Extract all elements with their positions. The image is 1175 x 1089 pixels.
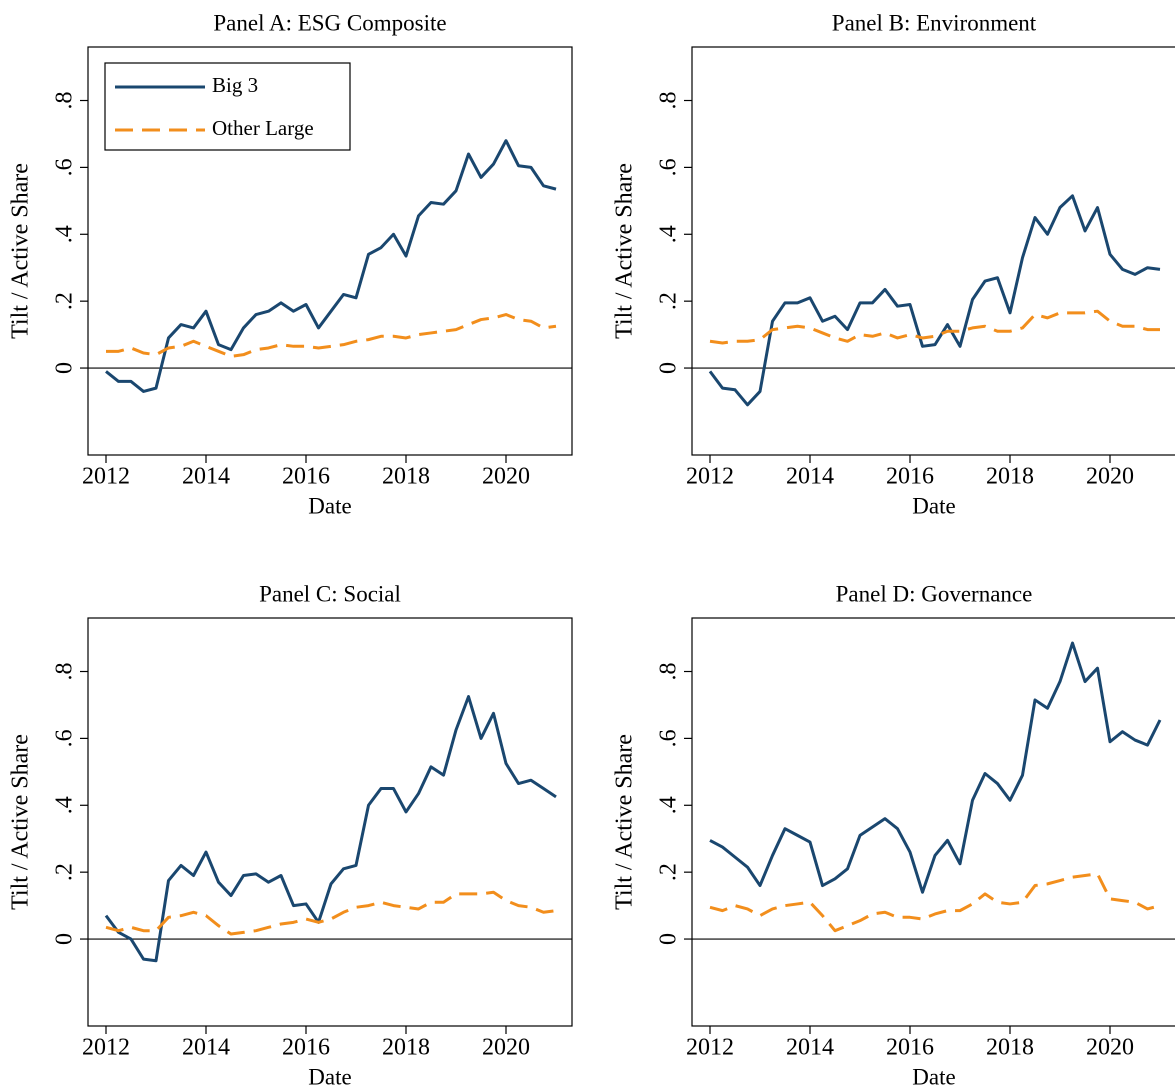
x-axis-title: Date bbox=[308, 493, 351, 518]
y-tick-label: .2 bbox=[52, 863, 78, 881]
x-tick-label: 2018 bbox=[986, 464, 1034, 490]
y-tick-label: .8 bbox=[52, 92, 78, 110]
x-tick-label: 2014 bbox=[786, 1035, 834, 1061]
x-tick-label: 2016 bbox=[886, 464, 934, 490]
x-tick-label: 2016 bbox=[886, 1035, 934, 1061]
plot-frame bbox=[691, 46, 1175, 456]
x-tick-label: 2016 bbox=[282, 464, 330, 490]
series-line bbox=[105, 890, 557, 936]
y-tick-label: 0 bbox=[656, 933, 682, 945]
y-tick-label: .6 bbox=[52, 158, 78, 176]
y-tick-label: 0 bbox=[656, 362, 682, 374]
y-tick-label: .4 bbox=[656, 225, 682, 243]
plot-area bbox=[709, 641, 1162, 933]
x-tick-label: 2020 bbox=[482, 464, 530, 490]
y-tick-label: .2 bbox=[52, 292, 78, 310]
chart-title: Panel A: ESG Composite bbox=[213, 10, 446, 35]
legend-box bbox=[104, 62, 351, 151]
y-tick-label: .2 bbox=[656, 863, 682, 881]
y-axis-title: Tilt / Active Share bbox=[8, 734, 34, 910]
series-line bbox=[104, 695, 557, 963]
x-axis-title: Date bbox=[912, 493, 955, 518]
y-tick-label: 0 bbox=[52, 362, 78, 374]
x-tick-label: 2012 bbox=[82, 1035, 130, 1061]
series-line bbox=[708, 194, 1161, 407]
chart-title: Panel C: Social bbox=[259, 581, 401, 606]
y-tick-label: .8 bbox=[656, 663, 682, 681]
x-tick-label: 2012 bbox=[82, 464, 130, 490]
y-tick-label: .4 bbox=[52, 225, 78, 243]
series-line bbox=[106, 313, 557, 358]
x-tick-label: 2016 bbox=[282, 1035, 330, 1061]
series-line bbox=[709, 872, 1161, 933]
x-axis-title: Date bbox=[308, 1064, 351, 1089]
x-tick-label: 2012 bbox=[686, 464, 734, 490]
series-line bbox=[105, 139, 557, 393]
y-tick-label: .6 bbox=[656, 729, 682, 747]
y-tick-label: .4 bbox=[52, 796, 78, 814]
x-tick-label: 2012 bbox=[686, 1035, 734, 1061]
y-tick-label: 0 bbox=[52, 933, 78, 945]
plot-area bbox=[104, 695, 557, 963]
chart-title: Panel D: Governance bbox=[836, 581, 1033, 606]
x-tick-label: 2020 bbox=[1086, 1035, 1134, 1061]
y-tick-label: .6 bbox=[656, 158, 682, 176]
legend-label: Other Large bbox=[212, 116, 314, 140]
y-tick-label: .6 bbox=[52, 729, 78, 747]
y-tick-label: .8 bbox=[52, 663, 78, 681]
plot-area bbox=[105, 139, 557, 393]
x-tick-label: 2014 bbox=[182, 464, 230, 490]
y-axis-title: Tilt / Active Share bbox=[612, 734, 638, 910]
x-axis-title: Date bbox=[912, 1064, 955, 1089]
series-line bbox=[709, 309, 1160, 345]
legend-label: Big 3 bbox=[212, 73, 258, 97]
plot-frame bbox=[87, 617, 573, 1027]
series-line bbox=[709, 641, 1162, 894]
y-axis-title: Tilt / Active Share bbox=[8, 163, 34, 339]
y-tick-label: .4 bbox=[656, 796, 682, 814]
plot-area bbox=[708, 194, 1161, 407]
x-tick-label: 2018 bbox=[382, 1035, 430, 1061]
x-tick-label: 2018 bbox=[382, 464, 430, 490]
chart-title: Panel B: Environment bbox=[832, 10, 1037, 35]
x-tick-label: 2020 bbox=[482, 1035, 530, 1061]
y-tick-label: .8 bbox=[656, 92, 682, 110]
x-tick-label: 2014 bbox=[182, 1035, 230, 1061]
y-tick-label: .2 bbox=[656, 292, 682, 310]
x-tick-label: 2018 bbox=[986, 1035, 1034, 1061]
plot-frame bbox=[691, 617, 1175, 1027]
x-tick-label: 2014 bbox=[786, 464, 834, 490]
x-tick-label: 2020 bbox=[1086, 464, 1134, 490]
y-axis-title: Tilt / Active Share bbox=[612, 163, 638, 339]
